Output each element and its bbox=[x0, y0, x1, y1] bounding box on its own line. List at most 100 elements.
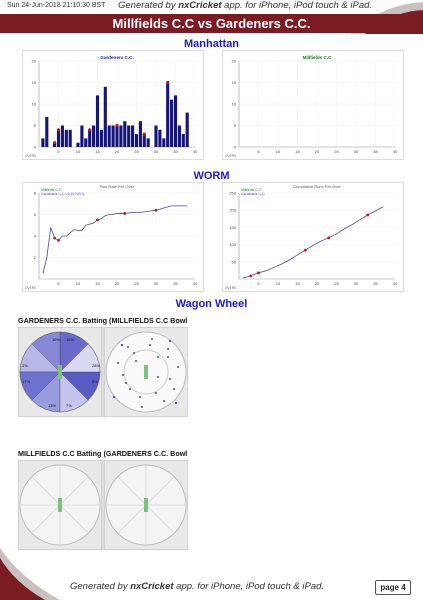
legend-item: Millfields C.C bbox=[41, 188, 62, 192]
chart-title: Gardeners C.C. bbox=[100, 55, 133, 60]
x-tick-label: 5 bbox=[257, 149, 260, 154]
x-tick-label: 10 bbox=[76, 149, 81, 154]
footer-generated-prefix: Generated by bbox=[70, 581, 131, 592]
wicket-marker bbox=[166, 80, 170, 85]
x-tick-label: 35 bbox=[373, 149, 378, 154]
x-axis-label: OVERS bbox=[225, 154, 236, 158]
generated-app-name: nxCricket bbox=[178, 0, 222, 11]
x-tick-label: 40 bbox=[193, 281, 198, 286]
x-tick-label: 10 bbox=[76, 281, 81, 286]
shot-dot bbox=[149, 344, 151, 346]
manhattan-bar bbox=[53, 142, 57, 147]
x-tick-label: 10 bbox=[276, 281, 281, 286]
manhattan-bar bbox=[138, 121, 142, 147]
x-tick-label: 30 bbox=[154, 281, 159, 286]
wheel-label-5: 7% bbox=[66, 403, 72, 408]
manhattan-bar bbox=[115, 125, 119, 147]
y-tick-label: 5 bbox=[34, 123, 37, 128]
section-wagon-wheel: Wagon Wheel bbox=[175, 298, 248, 310]
x-tick-label: 15 bbox=[95, 149, 100, 154]
wicket-marker bbox=[53, 236, 56, 240]
footer-generated-suffix: app. for iPhone, iPod touch & iPad. bbox=[173, 581, 325, 592]
y-tick-label: 20 bbox=[32, 59, 37, 64]
x-tick-label: 20 bbox=[315, 149, 320, 154]
wicket-marker bbox=[88, 128, 92, 132]
manhattan-bar bbox=[92, 125, 96, 147]
x-tick-label: 5 bbox=[257, 281, 260, 286]
generated-prefix: Generated by bbox=[118, 0, 179, 11]
manhattan-bar bbox=[127, 125, 131, 147]
shot-dot bbox=[167, 348, 169, 350]
match-title: Millfields C.C vs Gardeners C.C. bbox=[112, 16, 311, 31]
wicket-marker bbox=[56, 128, 61, 132]
boundary-dot bbox=[168, 339, 172, 343]
shot-dot bbox=[177, 366, 179, 368]
x-tick-label: 25 bbox=[134, 149, 139, 154]
x-tick-label: 35 bbox=[173, 149, 178, 154]
x-tick-label: 25 bbox=[334, 281, 339, 286]
wicket-marker bbox=[154, 208, 158, 212]
x-axis-label: OVERS bbox=[25, 286, 36, 290]
timestamp: Sun 24-Jun-2018 21:10:30 BST bbox=[7, 2, 106, 9]
x-tick-label: 40 bbox=[393, 149, 398, 154]
manhattan-bar bbox=[142, 134, 146, 147]
chart-title: Run Rate Per Over bbox=[100, 184, 135, 189]
manhattan-bar bbox=[56, 129, 61, 147]
y-tick-label: 6 bbox=[34, 212, 37, 217]
x-tick-label: 30 bbox=[154, 149, 159, 154]
y-tick-label: 0 bbox=[34, 145, 37, 150]
wicket-marker bbox=[57, 238, 60, 242]
manhattan-bar bbox=[185, 112, 189, 147]
shot-dot bbox=[122, 374, 124, 376]
wicket-marker bbox=[123, 212, 127, 215]
wicket-marker bbox=[96, 218, 99, 222]
y-tick-label: 2 bbox=[34, 255, 37, 260]
x-axis-label: OVERS bbox=[25, 154, 36, 158]
y-tick-label: 200 bbox=[229, 208, 236, 213]
manhattan-bar bbox=[80, 125, 84, 147]
y-tick-label: 150 bbox=[229, 225, 236, 230]
y-tick-label: 15 bbox=[32, 80, 37, 85]
x-tick-label: 20 bbox=[115, 149, 120, 154]
section-manhattan: Manhattan bbox=[184, 38, 239, 50]
manhattan-bar bbox=[166, 82, 170, 147]
wicket-marker bbox=[303, 248, 307, 252]
shot-dot bbox=[167, 356, 169, 358]
y-tick-label: 20 bbox=[232, 59, 237, 64]
wagon2-title: MILLFIELDS C.C Batting (GARDENERS C.C. B… bbox=[18, 449, 188, 458]
manhattan-bar bbox=[111, 125, 115, 147]
worm-left-chart: Run Rate Per Over Millfields C.C Gardeners… bbox=[22, 182, 204, 292]
shot-dot bbox=[169, 378, 171, 380]
wagon2-empty-wheels bbox=[18, 460, 188, 550]
title-banner bbox=[0, 14, 423, 33]
x-tick-label: 15 bbox=[295, 149, 300, 154]
manhattan-bar bbox=[181, 134, 185, 147]
x-tick-label: 20 bbox=[115, 281, 120, 286]
x-tick-label: 15 bbox=[295, 281, 300, 286]
shot-dot bbox=[125, 382, 127, 384]
x-tick-label: 35 bbox=[373, 281, 378, 286]
x-tick-label: 35 bbox=[173, 281, 178, 286]
shot-dot bbox=[157, 376, 159, 378]
y-tick-label: 0 bbox=[234, 145, 237, 150]
generated-by-footer: Generated by nxCricket app. for iPhone, … bbox=[70, 581, 324, 592]
x-tick-label: 5 bbox=[57, 281, 60, 286]
wicket-marker bbox=[366, 213, 370, 217]
cumulative-runs-line bbox=[242, 206, 384, 279]
manhattan-bar bbox=[95, 95, 100, 147]
shot-dot bbox=[135, 360, 137, 362]
shot-dot bbox=[155, 392, 157, 394]
shot-dot bbox=[129, 388, 131, 390]
wicket-marker bbox=[327, 236, 331, 240]
shot-dot bbox=[163, 400, 165, 402]
legend-item: Gardeners C.C. bbox=[241, 192, 266, 196]
wicket-marker bbox=[142, 132, 146, 136]
manhattan-bar bbox=[107, 125, 111, 147]
x-tick-label: 40 bbox=[393, 281, 398, 286]
manhattan-bar bbox=[134, 134, 139, 147]
y-tick-label: 5 bbox=[234, 123, 237, 128]
x-axis-label: OVERS bbox=[225, 286, 236, 290]
wicket-marker bbox=[249, 274, 253, 278]
manhattan-bar bbox=[119, 125, 123, 147]
wheel-label-6: 28% bbox=[92, 363, 100, 368]
